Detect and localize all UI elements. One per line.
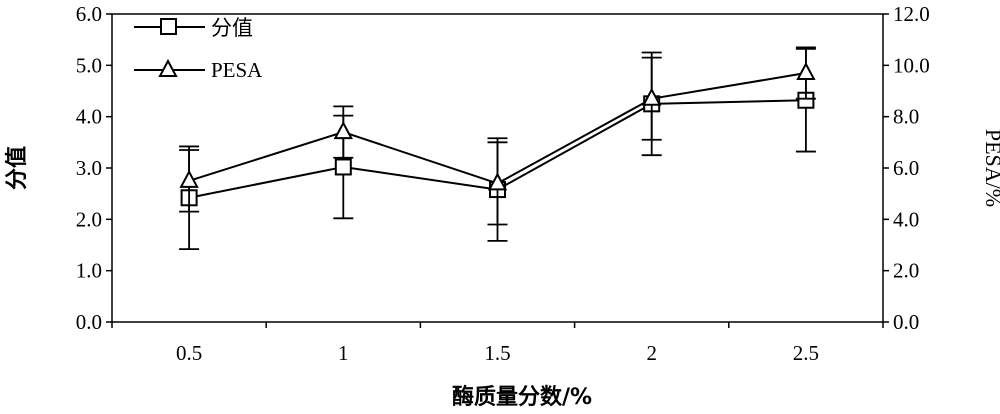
series-layer	[179, 46, 816, 251]
legend-marker-triangle	[158, 58, 178, 77]
right-tick-label: 2.0	[893, 259, 919, 283]
left-tick-label: 2.0	[76, 207, 102, 231]
legend-label-score: 分值	[211, 16, 253, 40]
legend-marker-square	[160, 18, 177, 35]
series-pesa	[179, 46, 816, 226]
right-tick-label: 6.0	[893, 156, 919, 180]
x-tick-label: 0.5	[176, 341, 202, 365]
right-tick-label: 4.0	[893, 207, 919, 231]
left-axis: 0.0 1.0 2.0 3.0 4.0 5.0 6.0	[76, 2, 112, 334]
right-tick-label: 8.0	[893, 105, 919, 129]
data-point-square	[334, 158, 352, 176]
data-point-triangle	[333, 120, 353, 140]
x-axis-title: 酶质量分数/%	[452, 384, 592, 410]
data-point-triangle	[796, 61, 816, 81]
right-tick-label: 0.0	[893, 310, 919, 334]
data-point-triangle	[179, 169, 199, 188]
x-tick-label: 2.5	[793, 341, 819, 365]
x-tick-label: 1.5	[484, 341, 510, 365]
left-tick-label: 5.0	[76, 53, 102, 77]
x-tick-label: 2	[646, 341, 657, 365]
right-axis: 0.0 2.0 4.0 6.0 8.0 10.0 12.0	[883, 2, 930, 334]
left-tick-label: 4.0	[76, 105, 102, 129]
left-tick-label: 0.0	[76, 310, 102, 334]
data-point-triangle	[642, 87, 662, 106]
left-tick-label: 6.0	[76, 2, 102, 26]
right-tick-label: 12.0	[893, 2, 930, 26]
x-tick-label: 1	[338, 341, 349, 365]
left-tick-label: 3.0	[76, 156, 102, 180]
legend: 分值 PESA	[134, 16, 263, 82]
left-axis-title: 分值	[4, 146, 30, 190]
legend-label-pesa: PESA	[211, 58, 263, 82]
data-point-triangle	[487, 172, 508, 191]
x-axis: 0.5 1 1.5 2 2.5	[111, 322, 884, 365]
right-tick-label: 10.0	[893, 53, 930, 77]
left-tick-label: 1.0	[76, 259, 102, 283]
right-axis-title: PESA/%	[981, 129, 1000, 207]
